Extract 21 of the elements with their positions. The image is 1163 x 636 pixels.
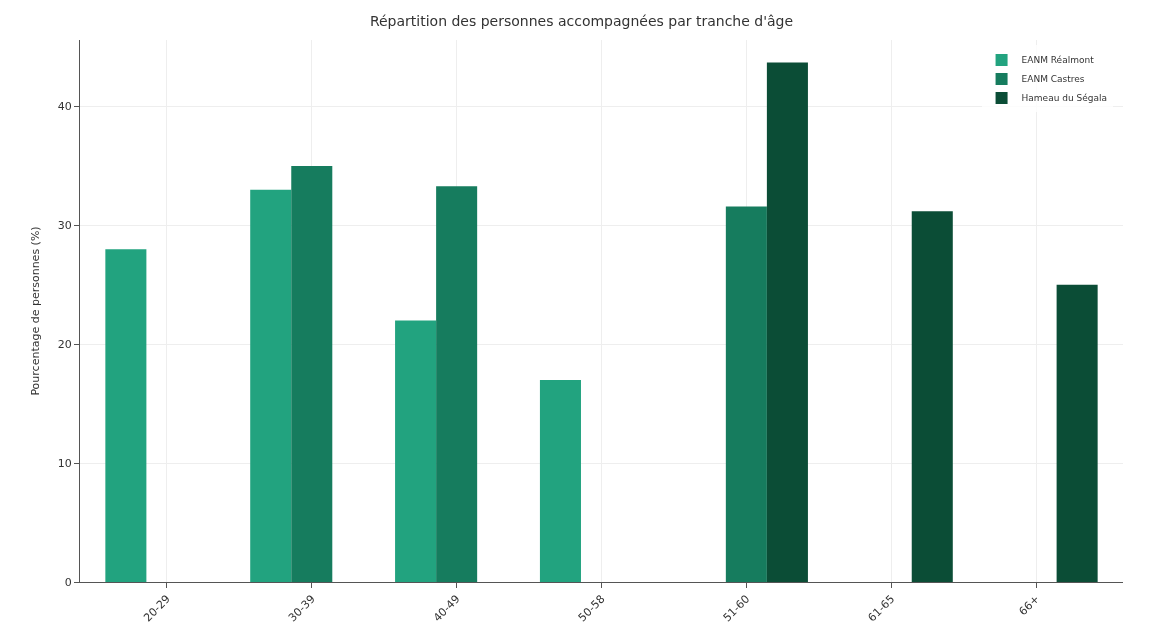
bar [395,320,437,582]
bar [725,206,767,582]
legend-label: EANM Castres [1021,74,1085,85]
bar [250,189,292,582]
x-tick-label: 66+ [1016,592,1043,619]
bar [766,62,808,582]
bar [105,249,147,582]
y-tick-label: 30 [57,219,72,233]
bar [1056,284,1098,582]
y-tick-label: 20 [57,338,72,352]
y-axis-title: Pourcentage de personnes (%) [29,226,43,396]
bar [436,186,478,582]
y-tick-label: 10 [57,456,72,470]
y-tick-label: 40 [57,100,72,114]
legend-label: Hameau du Ségala [1021,93,1108,104]
bar [911,211,953,582]
chart-title: Répartition des personnes accompagnées par tranche d'âge [369,12,794,29]
bar [291,165,333,582]
y-tick-label: 0 [64,575,72,589]
legend-label: EANM Réalmont [1021,55,1095,66]
bar [539,379,581,582]
